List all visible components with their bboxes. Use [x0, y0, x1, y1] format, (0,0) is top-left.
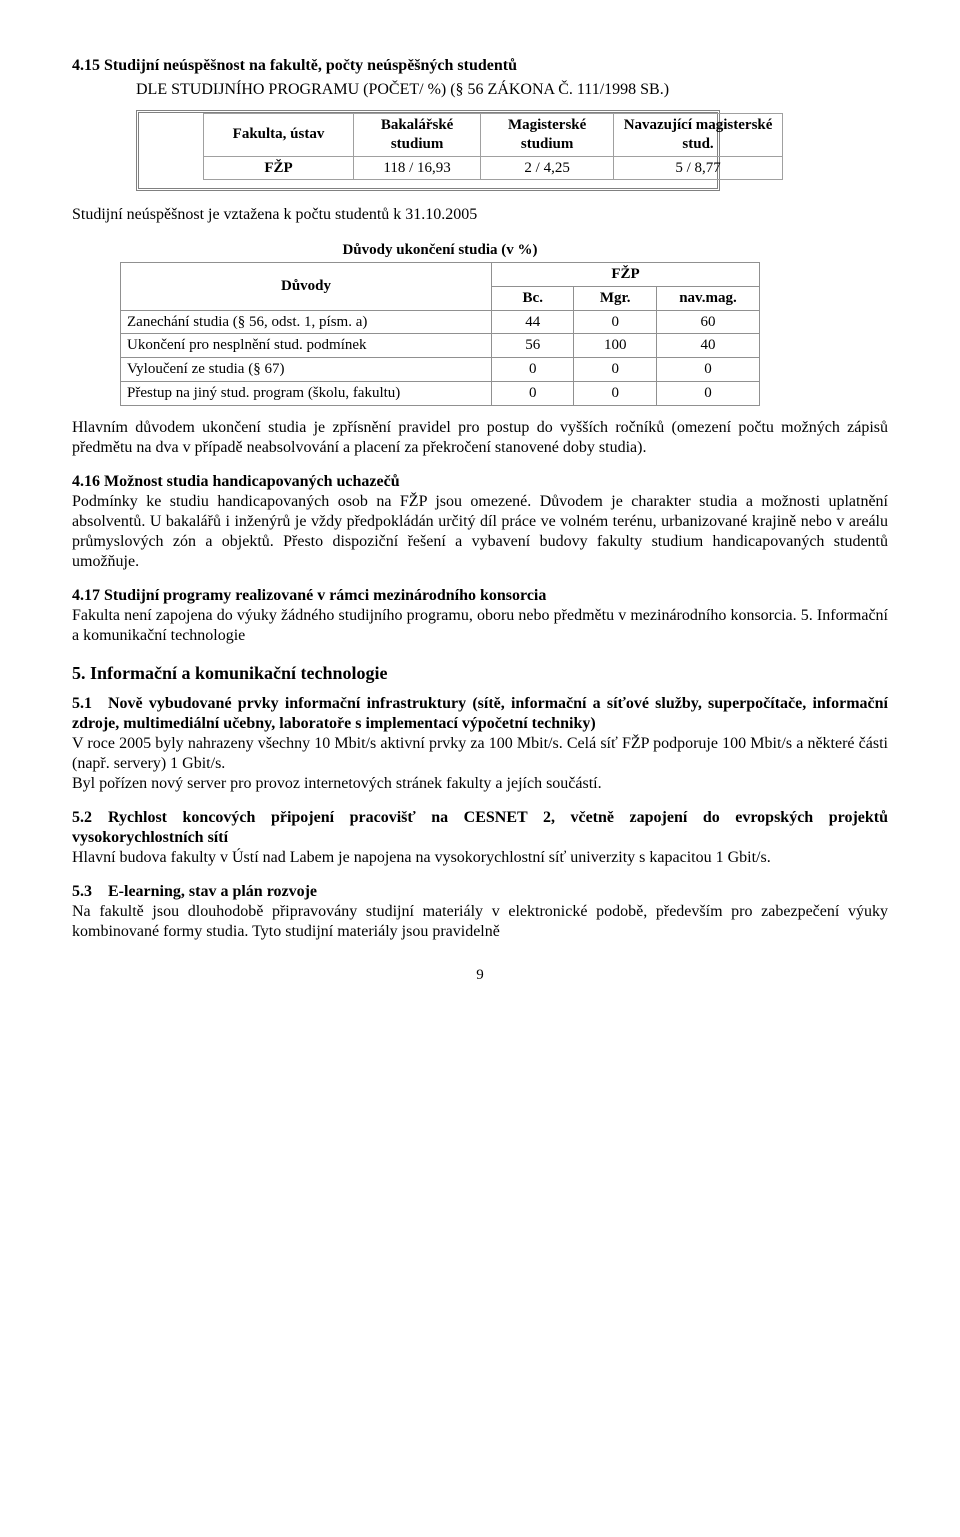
tbl2-r1-2: 40: [656, 334, 759, 358]
tbl1-h1: Bakalářské studium: [354, 114, 481, 157]
tbl2-r1-l: Ukončení pro nesplnění stud. podmínek: [121, 334, 492, 358]
tbl2-r2-2: 0: [656, 358, 759, 382]
tbl2-sub1: Mgr.: [574, 286, 656, 310]
section-415-sub: DLE STUDIJNÍHO PROGRAMU (POČET/ %) (§ 56…: [136, 80, 888, 100]
tbl2-sub0: Bc.: [492, 286, 574, 310]
section-53-body: Na fakultě jsou dlouhodobě připravovány …: [72, 903, 888, 940]
tbl2-r0-l: Zanechání studia (§ 56, odst. 1, písm. a…: [121, 310, 492, 334]
tbl2-r0-1: 0: [574, 310, 656, 334]
section-415-title: 4.15 Studijní neúspěšnost na fakultě, po…: [72, 56, 888, 76]
tbl2-r3-0: 0: [492, 381, 574, 405]
tbl2-r1-0: 56: [492, 334, 574, 358]
tbl2-r2-1: 0: [574, 358, 656, 382]
tbl1-h0: Fakulta, ústav: [204, 114, 354, 157]
section-52-title: 5.2 Rychlost koncových připojení pracovi…: [72, 808, 888, 848]
section-51-body2: Byl pořízen nový server pro provoz inter…: [72, 775, 602, 792]
tbl2-r2-l: Vyloučení ze studia (§ 67): [121, 358, 492, 382]
section-416-body: Podmínky ke studiu handicapovaných osob …: [72, 493, 888, 570]
section-51-body1: V roce 2005 byly nahrazeny všechny 10 Mb…: [72, 735, 888, 772]
section-51-title: 5.1 Nově vybudované prvky informační inf…: [72, 694, 888, 734]
section-417-title: 4.17 Studijní programy realizované v rám…: [72, 587, 546, 604]
note-date: Studijní neúspěšnost je vztažena k počtu…: [72, 205, 888, 225]
tbl1-h3: Navazující magisterské stud.: [614, 114, 783, 157]
tbl2-r3-l: Přestup na jiný stud. program (školu, fa…: [121, 381, 492, 405]
tbl2-r3-2: 0: [656, 381, 759, 405]
table-duvody: Důvody ukončení studia (v %) Důvody FŽP …: [120, 239, 760, 405]
tbl1-c0: FŽP: [204, 156, 354, 180]
tbl2-sub2: nav.mag.: [656, 286, 759, 310]
tbl1-h2: Magisterské studium: [481, 114, 614, 157]
section-52-body: Hlavní budova fakulty v Ústí nad Labem j…: [72, 849, 771, 866]
tbl2-r3-1: 0: [574, 381, 656, 405]
tbl1-c3: 5 / 8,77: [614, 156, 783, 180]
tbl2-r2-0: 0: [492, 358, 574, 382]
tbl1-c2: 2 / 4,25: [481, 156, 614, 180]
section-53-title: 5.3 E-learning, stav a plán rozvoje: [72, 883, 317, 900]
tbl2-col0: Důvody: [121, 263, 492, 311]
page-number: 9: [72, 966, 888, 985]
tbl2-col1: FŽP: [492, 263, 760, 287]
tbl2-caption: Důvody ukončení studia (v %): [121, 239, 760, 262]
tbl2-r0-0: 44: [492, 310, 574, 334]
tbl2-r1-1: 100: [574, 334, 656, 358]
tbl1-c1: 118 / 16,93: [354, 156, 481, 180]
tbl2-r0-2: 60: [656, 310, 759, 334]
section-417-body: Fakulta není zapojena do výuky žádného s…: [72, 607, 888, 644]
table-fakulta: Fakulta, ústav Bakalářské studium Magist…: [203, 113, 783, 180]
section-5-title: 5. Informační a komunikační technologie: [72, 662, 888, 685]
para-after-tbl2: Hlavním důvodem ukončení studia je zpřís…: [72, 418, 888, 458]
section-416-title: 4.16 Možnost studia handicapovaných ucha…: [72, 473, 400, 490]
